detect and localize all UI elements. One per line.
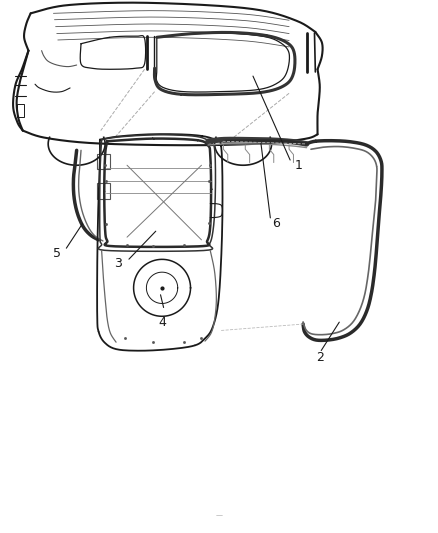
Text: 2: 2 xyxy=(316,351,324,364)
Text: 3: 3 xyxy=(114,257,122,270)
Bar xyxy=(17,104,24,117)
Bar xyxy=(97,154,110,169)
Text: 1: 1 xyxy=(294,159,302,172)
Text: —: — xyxy=(215,512,223,518)
Text: 4: 4 xyxy=(158,316,166,328)
Text: 5: 5 xyxy=(53,247,61,260)
Bar xyxy=(97,183,110,199)
Text: 6: 6 xyxy=(272,217,280,230)
